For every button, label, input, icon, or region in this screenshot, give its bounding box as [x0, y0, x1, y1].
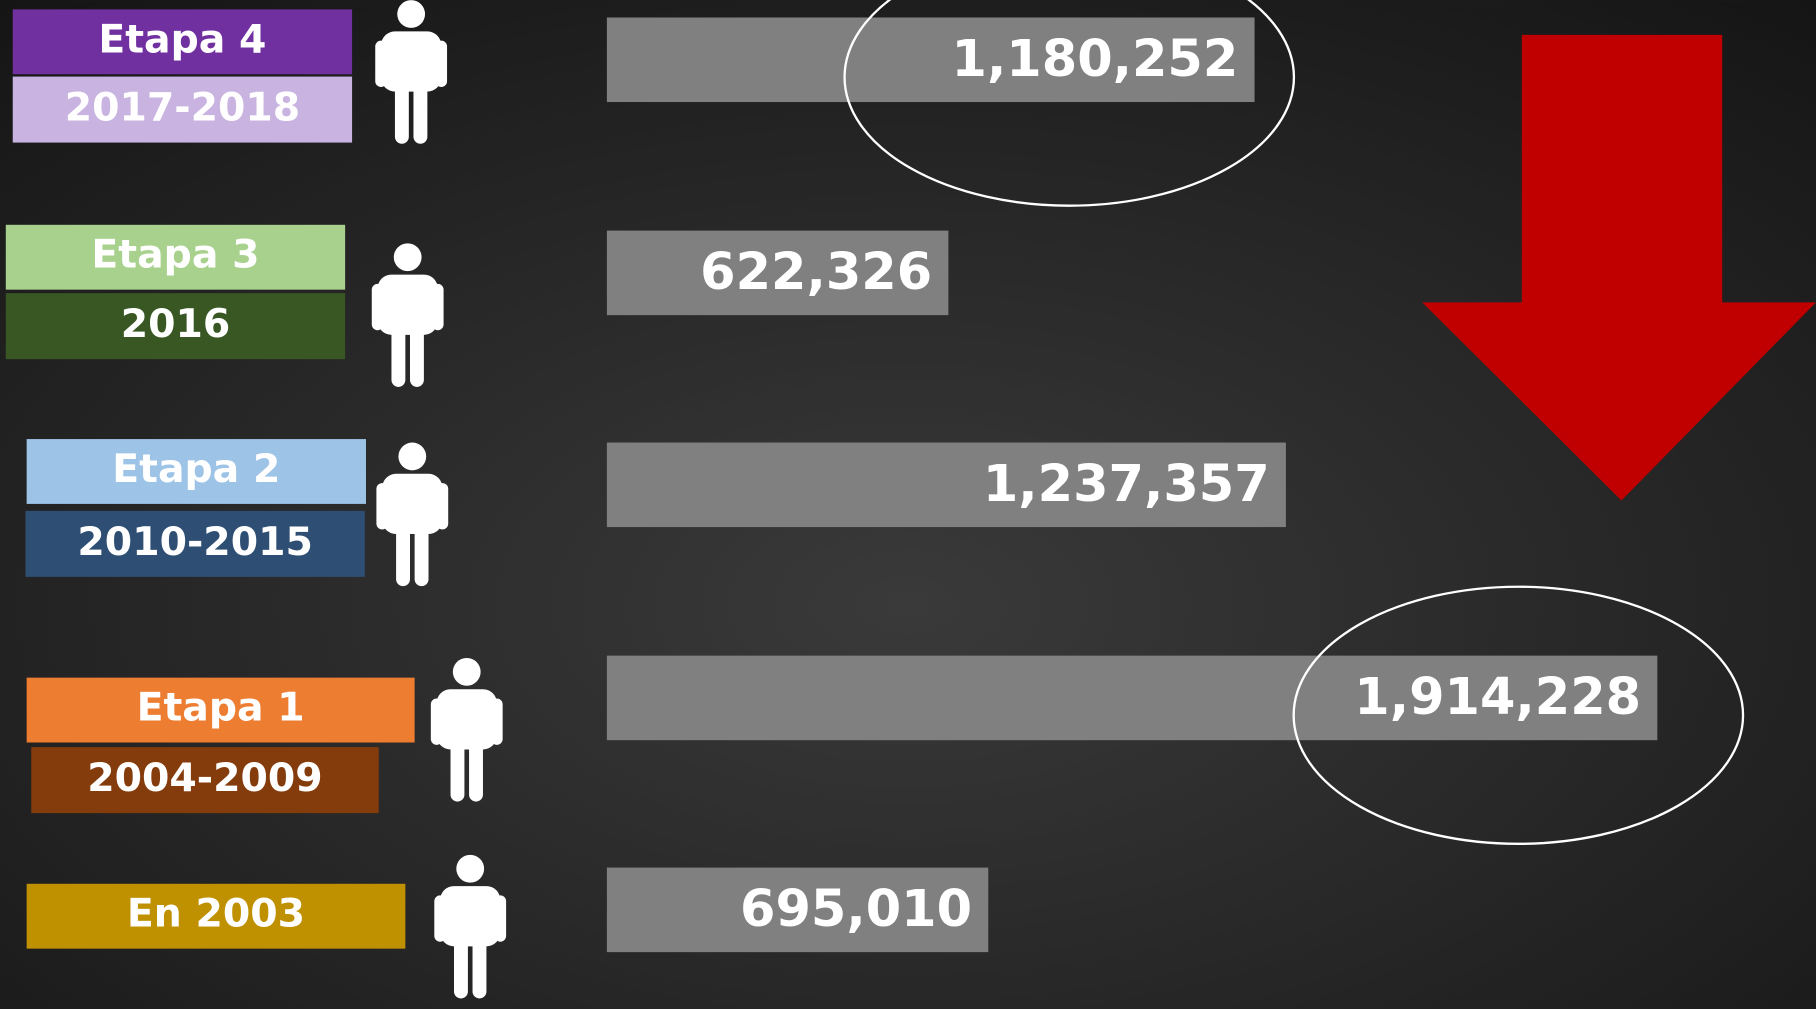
chart: Etapa 4 2017-2018 1,180,252 Etapa 3 2016 622,… [0, 0, 1816, 1009]
value-label: 1,914,228 [1354, 668, 1641, 727]
period-label: 2004-2009 [87, 755, 322, 801]
period-label: 2016 [121, 301, 231, 347]
value-label: 1,180,252 [952, 30, 1239, 89]
value-label: 622,326 [700, 243, 932, 302]
period-label: 2010-2015 [77, 519, 312, 565]
category-label: En 2003 [127, 891, 305, 937]
category-label: Etapa 2 [112, 446, 280, 492]
category-label: Etapa 1 [137, 685, 305, 731]
category-label: Etapa 4 [98, 16, 266, 62]
category-label: Etapa 3 [91, 232, 259, 278]
value-label: 695,010 [740, 880, 972, 939]
value-label: 1,237,357 [983, 455, 1270, 514]
period-label: 2017-2018 [65, 85, 300, 131]
